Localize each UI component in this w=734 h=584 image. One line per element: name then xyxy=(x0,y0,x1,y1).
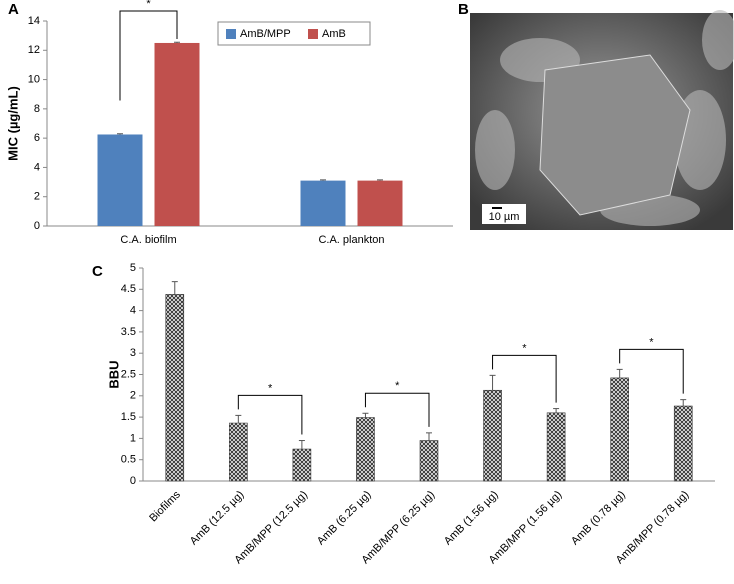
y-tick-label: 0 xyxy=(130,475,136,487)
bar xyxy=(357,180,403,226)
y-tick-label: 14 xyxy=(28,15,40,27)
x-tick-label: AmB/MPP (12.5 µg) xyxy=(232,489,310,567)
bar xyxy=(546,412,566,482)
y-tick-label: 12 xyxy=(28,44,40,56)
y-tick-label: 2.5 xyxy=(121,368,136,380)
panel-label: A xyxy=(8,1,19,18)
significance-label: * xyxy=(522,342,527,354)
y-tick-label: 0 xyxy=(34,220,40,232)
x-tick-label: AmB (0.78 µg) xyxy=(569,489,628,548)
y-tick-label: 0.5 xyxy=(121,454,136,466)
legend-label: AmB xyxy=(322,28,346,40)
y-tick-label: 4.5 xyxy=(121,283,136,295)
bar xyxy=(483,389,502,482)
legend-swatch xyxy=(308,29,318,39)
y-tick-label: 6 xyxy=(34,132,40,144)
y-tick-label: 10 xyxy=(28,73,40,85)
significance-label: * xyxy=(395,380,400,392)
panel-label: B xyxy=(458,1,469,18)
x-tick-label: AmB/MPP (6.25 µg) xyxy=(360,489,438,567)
x-tick-label: AmB/MPP (0.78 µg) xyxy=(614,489,692,567)
bar xyxy=(229,422,248,482)
y-tick-label: 2 xyxy=(130,390,136,402)
bar xyxy=(292,448,312,482)
x-tick-label: AmB (6.25 µg) xyxy=(315,489,374,548)
y-axis-title: BBU xyxy=(106,360,121,388)
cell xyxy=(702,10,734,70)
bar xyxy=(610,377,629,482)
legend-label: AmB/MPP xyxy=(240,28,291,40)
x-tick-label: AmB (1.56 µg) xyxy=(442,489,501,548)
significance-bracket xyxy=(237,394,303,435)
significance-label: * xyxy=(268,382,273,394)
y-axis-title: MIC (µg/mL) xyxy=(5,86,20,161)
legend-box xyxy=(217,21,371,46)
bar xyxy=(356,417,375,482)
x-tick-label: AmB (12.5 µg) xyxy=(188,489,247,548)
y-tick-label: 3.5 xyxy=(121,326,136,338)
y-tick-label: 4 xyxy=(34,161,40,173)
significance-bracket xyxy=(119,10,178,101)
bar xyxy=(419,440,439,482)
bar xyxy=(673,405,693,482)
y-tick-label: 2 xyxy=(34,191,40,203)
cell xyxy=(475,110,515,190)
y-tick-label: 4 xyxy=(130,305,136,317)
x-tick-label: C.A. plankton xyxy=(318,234,384,246)
legend-swatch xyxy=(226,29,236,39)
y-tick-label: 3 xyxy=(130,347,136,359)
significance-label: * xyxy=(146,0,151,10)
panel-label: C xyxy=(92,263,103,280)
y-tick-label: 5 xyxy=(130,262,136,274)
x-tick-label: Biofilms xyxy=(147,488,183,524)
significance-bracket xyxy=(619,348,684,394)
significance-bracket xyxy=(364,392,430,427)
significance-label: * xyxy=(649,336,654,348)
significance-bracket xyxy=(492,354,557,403)
y-tick-label: 1.5 xyxy=(121,411,136,423)
cell-cluster xyxy=(539,54,691,216)
y-tick-label: 8 xyxy=(34,103,40,115)
bar xyxy=(300,180,346,226)
bar xyxy=(154,42,200,226)
bar xyxy=(97,134,143,226)
y-tick-label: 1 xyxy=(130,432,136,444)
scale-label: 10 µm xyxy=(489,211,520,223)
x-tick-label: C.A. biofilm xyxy=(120,234,176,246)
bar xyxy=(165,294,185,482)
x-tick-label: AmB/MPP (1.56 µg) xyxy=(487,489,565,567)
